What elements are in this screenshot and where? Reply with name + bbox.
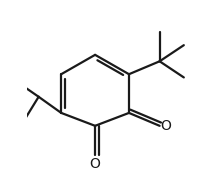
Text: O: O	[160, 119, 171, 133]
Text: O: O	[90, 157, 100, 171]
